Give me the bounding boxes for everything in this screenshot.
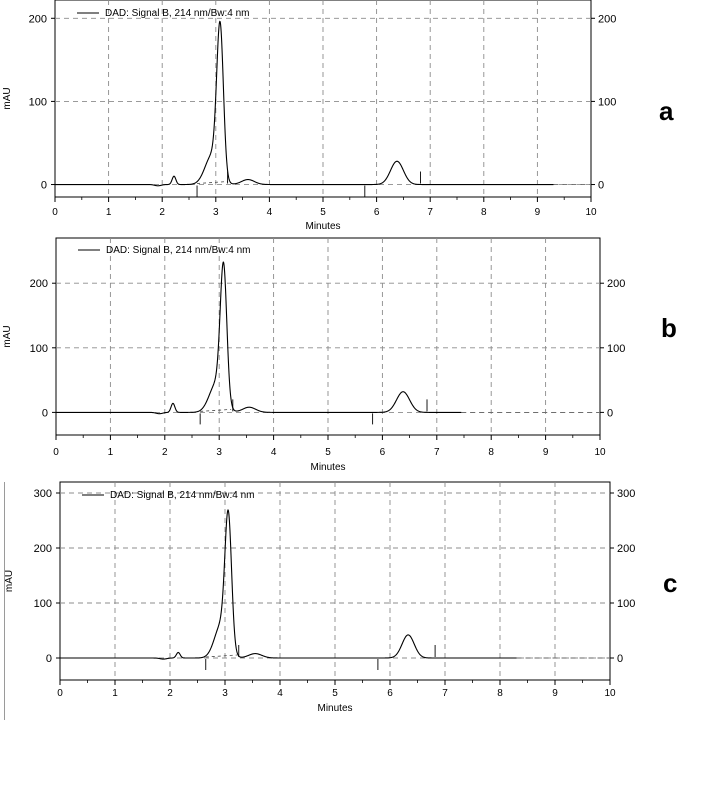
integration-baseline — [205, 654, 238, 658]
x-axis-label: Minutes — [305, 221, 340, 232]
x-tick-label: 3 — [222, 688, 228, 699]
y-tick-label: 0 — [42, 407, 48, 419]
y-tick-label: 100 — [34, 598, 52, 610]
x-tick-label: 3 — [216, 447, 222, 458]
y-tick-label: 200 — [29, 13, 47, 25]
x-tick-label: 4 — [271, 447, 277, 458]
x-tick-label: 9 — [535, 207, 541, 218]
x-tick-label: 2 — [162, 447, 168, 458]
panel-label-a: a — [659, 96, 674, 126]
x-tick-label: 6 — [387, 688, 393, 699]
x-tick-label: 8 — [488, 447, 494, 458]
y-tick-label-right: 0 — [598, 180, 604, 192]
y-tick-label: 0 — [41, 180, 47, 192]
y-tick-label-right: 100 — [607, 343, 625, 355]
x-tick-label: 4 — [277, 688, 283, 699]
x-tick-label: 6 — [380, 447, 386, 458]
y-tick-label: 100 — [30, 343, 48, 355]
x-tick-label: 1 — [112, 688, 118, 699]
x-tick-label: 7 — [434, 447, 440, 458]
y-tick-label-right: 200 — [598, 13, 616, 25]
x-tick-label: 7 — [442, 688, 448, 699]
x-tick-label: 1 — [108, 447, 114, 458]
x-tick-label: 10 — [594, 447, 606, 458]
x-tick-label: 5 — [320, 207, 326, 218]
y-tick-label: 300 — [34, 488, 52, 500]
x-tick-label: 3 — [213, 207, 219, 218]
series-line — [60, 508, 517, 660]
panel-label-c: c — [663, 568, 678, 598]
x-axis-label: Minutes — [310, 462, 345, 473]
x-tick-label: 2 — [167, 688, 173, 699]
y-axis-label: mAU — [2, 87, 13, 109]
x-tick-label: 8 — [497, 688, 503, 699]
x-tick-label: 9 — [552, 688, 558, 699]
y-axis-label: mAU — [4, 570, 15, 592]
y-tick-label-right: 100 — [617, 598, 635, 610]
x-tick-label: 10 — [585, 207, 597, 218]
y-tick-label-right: 200 — [617, 543, 635, 555]
legend-label: DAD: Signal B, 214 nm/Bw:4 nm — [110, 490, 255, 501]
integration-baseline — [200, 408, 232, 412]
y-tick-label: 200 — [34, 543, 52, 555]
legend-label: DAD: Signal B, 214 nm/Bw:4 nm — [106, 245, 251, 256]
y-tick-label-right: 300 — [617, 488, 635, 500]
y-tick-label: 0 — [46, 653, 52, 665]
y-tick-label-right: 100 — [598, 96, 616, 108]
x-tick-label: 0 — [57, 688, 63, 699]
series-line — [56, 261, 462, 415]
y-axis-label: mAU — [2, 325, 13, 347]
y-tick-label: 100 — [29, 96, 47, 108]
x-tick-label: 2 — [159, 207, 165, 218]
y-tick-label-right: 0 — [617, 653, 623, 665]
panel-label-b: b — [661, 313, 677, 343]
integration-baseline — [197, 181, 228, 184]
x-tick-label: 10 — [604, 688, 616, 699]
x-tick-label: 1 — [106, 207, 112, 218]
y-tick-label-right: 0 — [607, 407, 613, 419]
y-tick-label: 200 — [30, 278, 48, 290]
x-tick-label: 9 — [543, 447, 549, 458]
x-tick-label: 0 — [52, 207, 58, 218]
x-tick-label: 5 — [332, 688, 338, 699]
x-axis-label: Minutes — [317, 703, 352, 714]
y-tick-label-right: 200 — [607, 278, 625, 290]
x-tick-label: 6 — [374, 207, 380, 218]
x-tick-label: 4 — [267, 207, 273, 218]
left-edge-rule — [4, 482, 5, 720]
x-tick-label: 0 — [53, 447, 59, 458]
x-tick-label: 7 — [427, 207, 433, 218]
x-tick-label: 5 — [325, 447, 331, 458]
x-tick-label: 8 — [481, 207, 487, 218]
series-line — [55, 20, 554, 187]
legend-label: DAD: Signal B, 214 nm/Bw:4 nm — [105, 8, 250, 19]
